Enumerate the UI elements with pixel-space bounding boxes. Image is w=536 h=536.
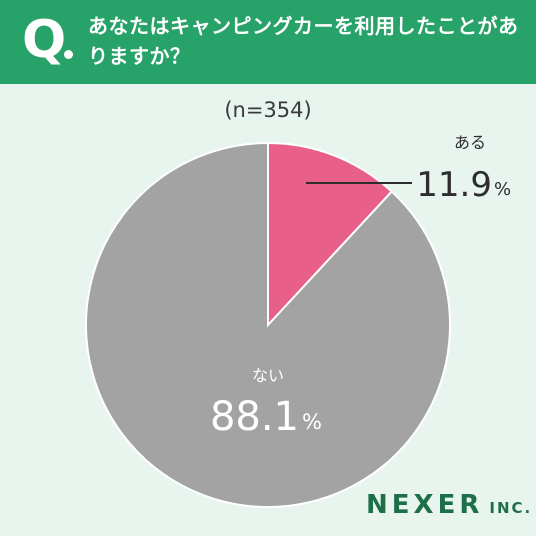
q-dot	[64, 50, 73, 59]
sample-size-label: (n=354)	[224, 98, 312, 122]
nexer-logo: NEXER INC.	[366, 490, 532, 520]
question-header: Q あなたはキャンピングカーを利用したことがありますか？	[0, 0, 536, 84]
q-mark: Q	[22, 10, 67, 70]
slice-value-aru: 11.9	[416, 165, 492, 205]
logo-sub-text: INC.	[489, 499, 533, 517]
slice-label-aru: ある	[454, 133, 486, 152]
pie-slice-aru	[267, 141, 394, 328]
slice-label-nai: ない	[252, 366, 284, 385]
pie-slice-nai	[85, 141, 451, 508]
question-text: あなたはキャンピングカーを利用したことがありますか？	[88, 14, 519, 68]
slice-unit-aru: %	[494, 179, 511, 200]
slice-value-nai: 88.1	[210, 394, 299, 440]
slice-unit-nai: %	[302, 410, 322, 434]
logo-main-text: NEXER	[366, 490, 484, 520]
